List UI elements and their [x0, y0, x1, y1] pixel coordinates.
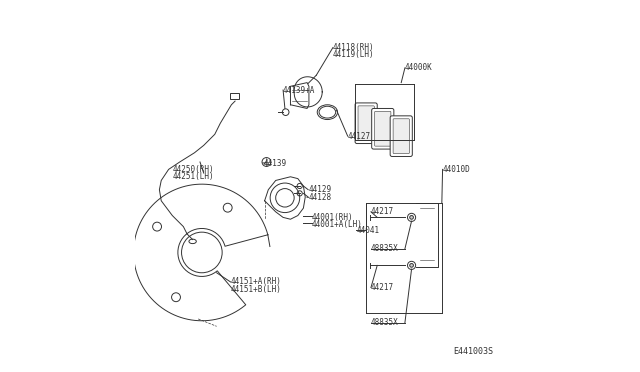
Text: E441003S: E441003S	[454, 347, 493, 356]
Ellipse shape	[410, 263, 413, 267]
Text: 44000K: 44000K	[405, 63, 433, 72]
Text: 44118(RH): 44118(RH)	[333, 43, 374, 52]
Text: 44139: 44139	[264, 159, 287, 169]
Text: 44129: 44129	[308, 185, 332, 194]
Text: 48835X: 48835X	[371, 318, 399, 327]
Ellipse shape	[410, 215, 413, 219]
Text: 44119(LH): 44119(LH)	[333, 51, 374, 60]
Text: 44128: 44128	[308, 193, 332, 202]
Text: 44010D: 44010D	[443, 165, 470, 174]
Text: 44041: 44041	[356, 226, 380, 235]
FancyBboxPatch shape	[372, 109, 394, 149]
Text: 44217: 44217	[371, 207, 394, 217]
Text: 48835X: 48835X	[371, 244, 399, 253]
FancyBboxPatch shape	[390, 116, 412, 157]
Text: 44127: 44127	[348, 132, 371, 141]
Text: 44001+A(LH): 44001+A(LH)	[312, 220, 363, 229]
Text: 44001(RH): 44001(RH)	[312, 213, 353, 222]
Text: 44217: 44217	[371, 283, 394, 292]
FancyBboxPatch shape	[230, 93, 239, 99]
Text: 44151+B(LH): 44151+B(LH)	[230, 285, 282, 294]
Text: 44151+A(RH): 44151+A(RH)	[230, 278, 282, 286]
Text: 44250(RH): 44250(RH)	[172, 165, 214, 174]
FancyBboxPatch shape	[393, 119, 410, 154]
FancyBboxPatch shape	[355, 103, 377, 144]
Text: 44139+A: 44139+A	[283, 86, 316, 94]
Text: 44251(LH): 44251(LH)	[172, 172, 214, 181]
FancyBboxPatch shape	[374, 112, 391, 146]
FancyBboxPatch shape	[358, 106, 374, 141]
